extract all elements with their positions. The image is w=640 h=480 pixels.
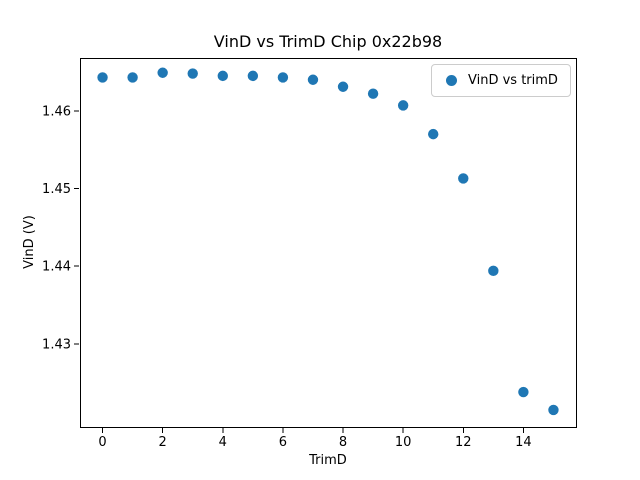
legend-marker-icon <box>446 75 457 86</box>
data-point <box>277 72 289 83</box>
y-tick-label: 1.46 <box>42 104 71 119</box>
data-point <box>548 404 559 416</box>
data-point <box>307 74 319 85</box>
data-point <box>458 173 469 184</box>
y-axis-label: VinD (V) <box>22 215 37 269</box>
data-point <box>157 67 168 78</box>
x-axis-label: TrimD <box>308 453 347 468</box>
x-tick-label: 12 <box>455 435 472 450</box>
y-tick-label: 1.43 <box>42 337 71 352</box>
data-point <box>217 70 228 82</box>
legend: VinD vs trimD <box>431 64 571 97</box>
x-tick-labels-group: 0 2 4 6 8 10 12 14 <box>98 435 531 450</box>
points-layer <box>97 67 559 416</box>
data-point <box>97 72 108 83</box>
data-point <box>187 68 198 79</box>
data-point <box>367 88 379 99</box>
legend-label: VinD vs trimD <box>468 73 558 88</box>
plot-area <box>80 58 577 428</box>
y-tick-labels-group: 1.43 1.44 1.45 1.46 <box>42 104 71 352</box>
y-tick-label: 1.44 <box>42 260 71 275</box>
chart-title: VinD vs TrimD Chip 0x22b98 <box>214 32 442 51</box>
data-point <box>428 128 439 140</box>
x-tick-marks <box>102 428 524 433</box>
y-tick-marks <box>74 110 79 345</box>
x-tick-label: 10 <box>395 435 412 450</box>
x-tick-label: 2 <box>159 435 167 450</box>
data-point <box>488 265 499 277</box>
y-tick-label: 1.45 <box>42 182 71 197</box>
x-tick-label: 8 <box>339 435 347 450</box>
x-tick-label: 0 <box>98 435 106 450</box>
x-tick-label: 6 <box>279 435 287 450</box>
data-point <box>397 100 409 111</box>
data-point <box>127 72 138 83</box>
data-point <box>247 70 259 82</box>
x-tick-label: 14 <box>515 435 532 450</box>
data-point <box>518 386 529 398</box>
x-tick-label: 4 <box>219 435 227 450</box>
data-point <box>337 81 349 92</box>
